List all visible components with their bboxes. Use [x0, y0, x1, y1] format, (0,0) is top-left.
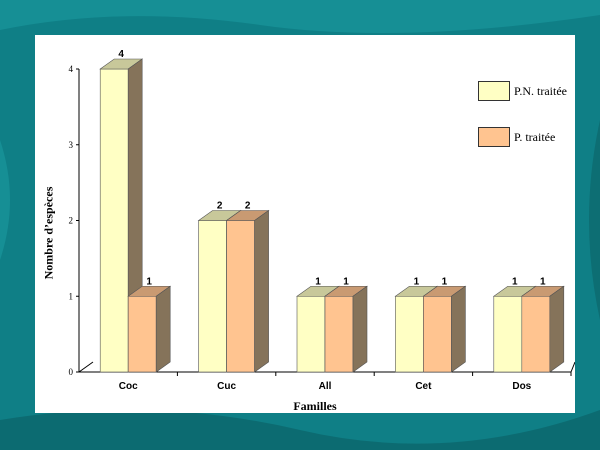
data-label-cet-s1: 1: [414, 276, 420, 287]
bar-front-dos-s2: [521, 295, 551, 373]
chart-panel: 0 1 2 3 4 4 1 Coc 2 2 Cuc 1 1 All 1 1 Cet 1 1 Dos Nombre d’…: [35, 35, 575, 413]
bar-front-cet-s2: [423, 295, 452, 373]
legend-swatch-pn-traitee: [478, 81, 510, 101]
y-tick-label: 4: [69, 64, 74, 74]
data-label-cuc-s2: 2: [245, 201, 251, 212]
y-tick-label: 1: [69, 291, 74, 301]
bar-side-all-s2: [352, 285, 368, 373]
bar-front-dos-s1: [493, 295, 523, 373]
legend-label-pn-traitee: P.N. traitée: [514, 84, 567, 98]
data-label-dos-s2: 1: [540, 276, 546, 287]
x-tick-label-cet: Cet: [415, 381, 432, 392]
data-label-all-s1: 1: [315, 276, 321, 287]
y-tick-label: 2: [69, 216, 74, 226]
x-tick-label-cuc: Cuc: [217, 381, 236, 392]
x-axis-title: Familles: [293, 399, 337, 413]
floor-left-edge: [78, 361, 94, 373]
y-axis-title-wrap: Nombre d’espèces: [39, 153, 59, 313]
floor-right-edge: [570, 361, 575, 373]
bar-side-dos-s2: [549, 285, 565, 373]
bar-front-all-s1: [296, 295, 326, 373]
data-label-all-s2: 1: [343, 276, 349, 287]
bar-front-cuc-s1: [198, 220, 227, 373]
x-tick-label-all: All: [319, 381, 332, 392]
bar-front-cet-s1: [395, 295, 424, 373]
legend-swatch-p-traitee: [478, 127, 510, 147]
bar-side-cuc-s2: [254, 209, 269, 373]
data-label-coc-s2: 1: [146, 276, 152, 287]
bar-front-coc-s1: [99, 68, 129, 373]
bar-side-cet-s2: [451, 285, 466, 373]
data-label-cet-s2: 1: [442, 276, 448, 287]
bar-side-coc-s2: [155, 285, 171, 373]
x-tick-label-dos: Dos: [512, 381, 531, 392]
y-axis-title: Nombre d’espèces: [41, 186, 56, 280]
bar-front-coc-s2: [127, 295, 157, 373]
bar-chart: 0 1 2 3 4 4 1 Coc 2 2 Cuc 1 1 All 1 1 Cet 1 1 Dos: [69, 49, 575, 392]
bar-front-all-s2: [324, 295, 354, 373]
x-tick-label-coc: Coc: [119, 381, 138, 392]
data-label-dos-s1: 1: [512, 276, 518, 287]
legend-label-p-traitee: P. traitée: [514, 130, 556, 144]
data-label-cuc-s1: 2: [217, 201, 223, 212]
data-label-coc-s1: 4: [118, 49, 124, 60]
bar-front-cuc-s2: [226, 220, 255, 373]
y-tick-label: 3: [69, 140, 74, 150]
y-tick-label: 0: [69, 367, 74, 377]
